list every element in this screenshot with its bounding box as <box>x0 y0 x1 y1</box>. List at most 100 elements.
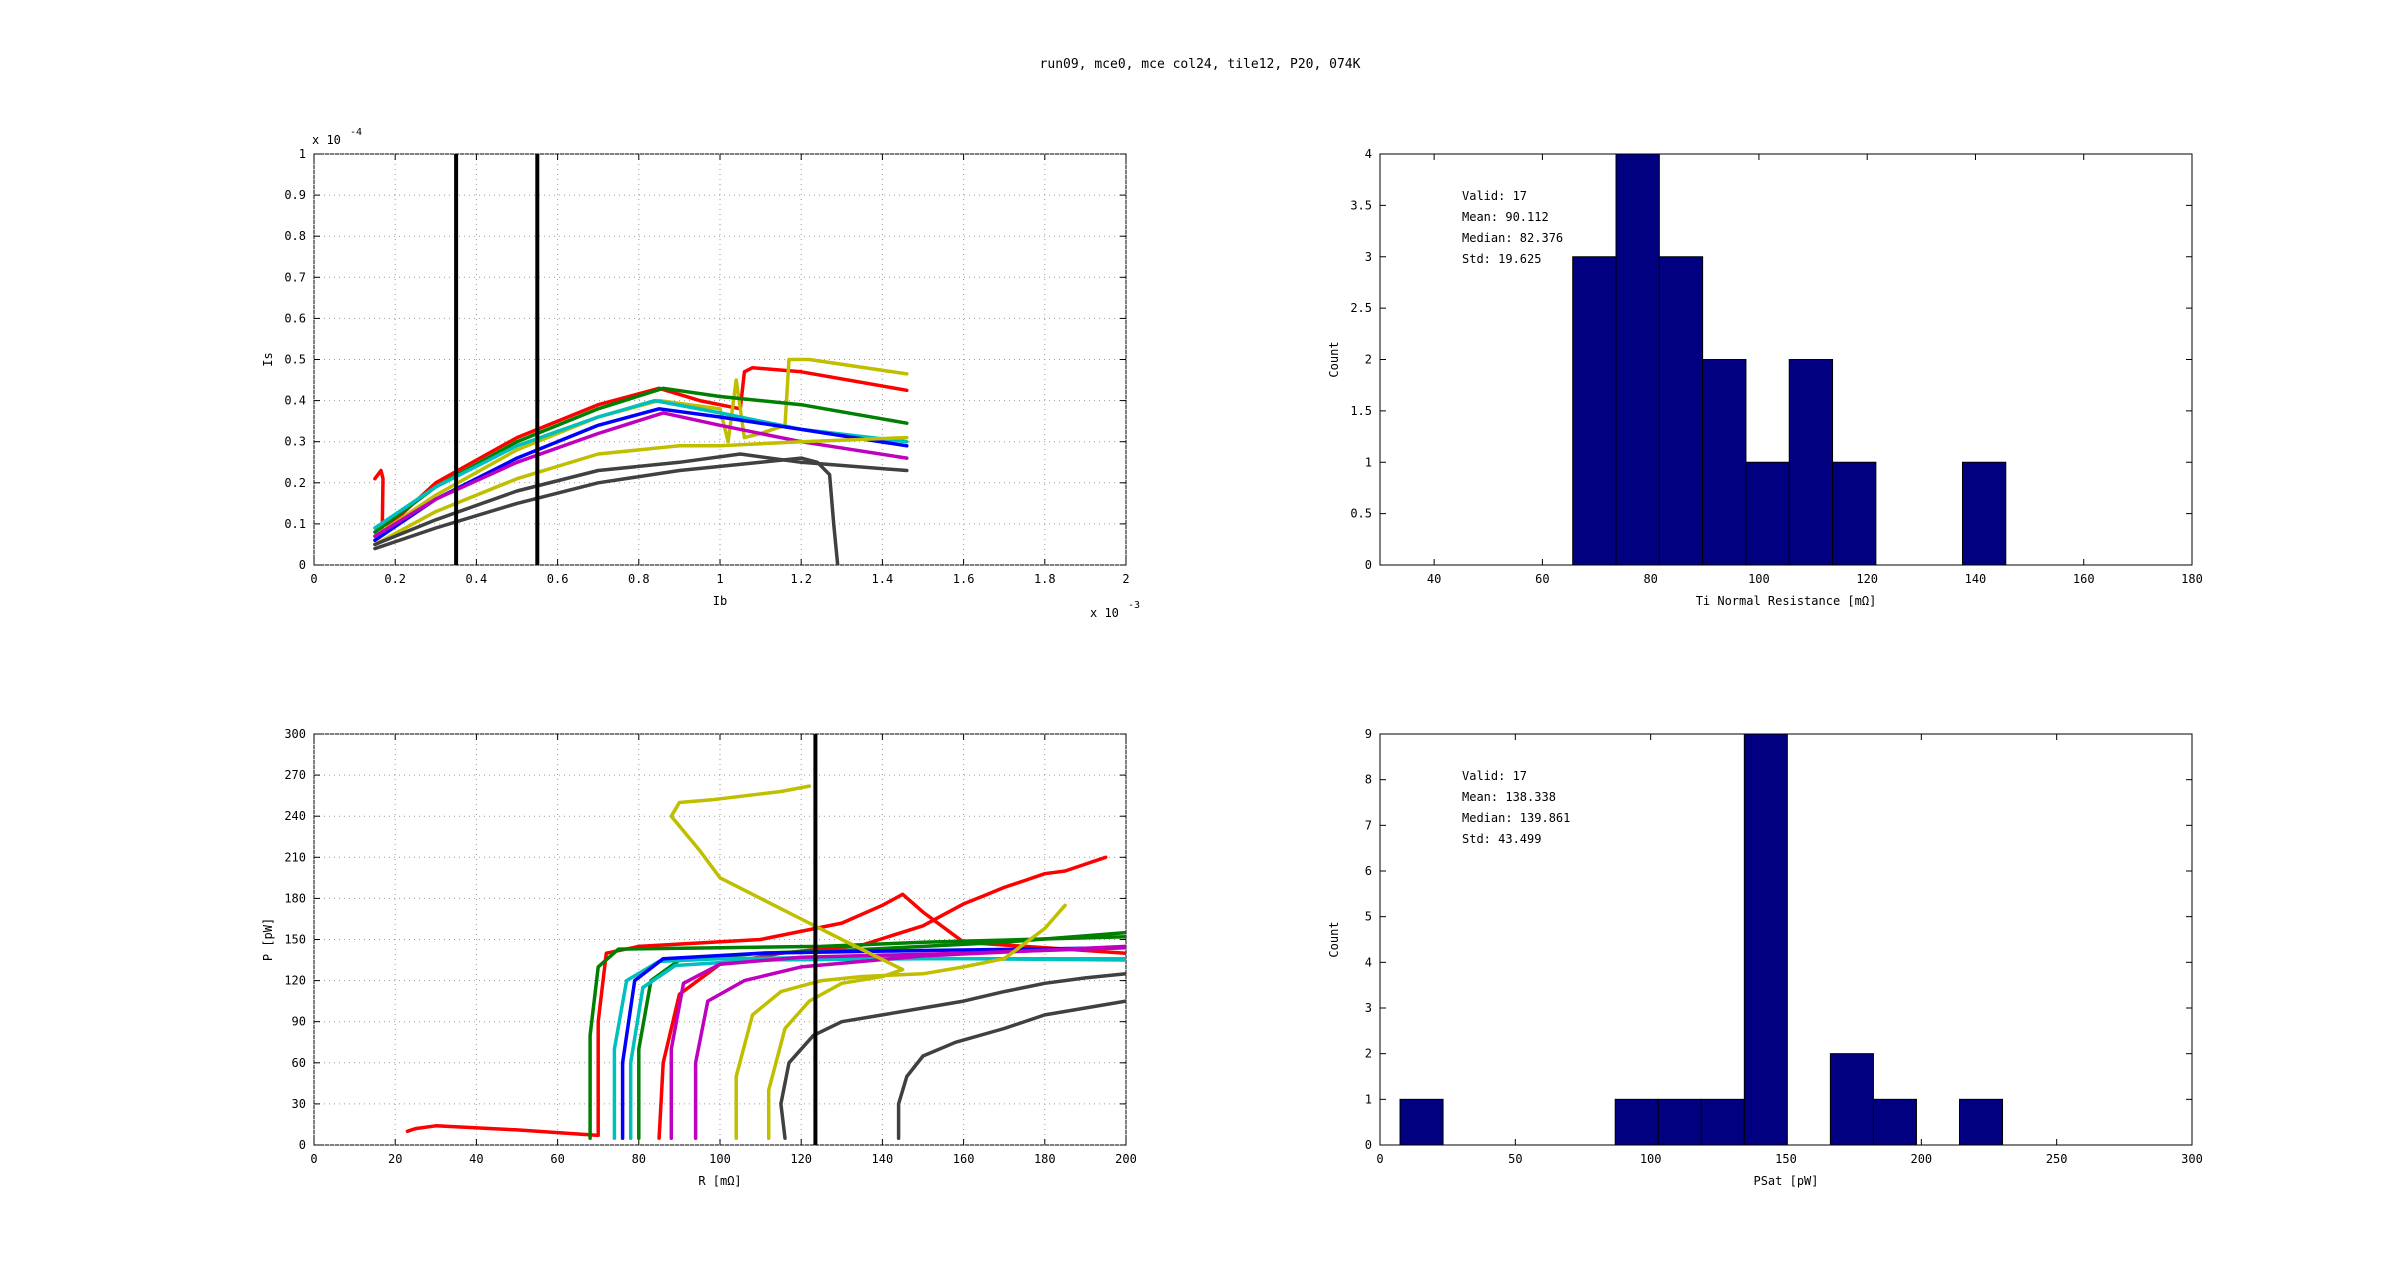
y-tick-label: 240 <box>284 809 306 823</box>
y-tick-label: 4 <box>1365 955 1372 969</box>
y-tick-label: 300 <box>284 727 306 741</box>
x-tick-label: 140 <box>1965 572 1987 586</box>
plot-area <box>1572 154 2007 565</box>
histogram-bar <box>1657 1098 1702 1145</box>
histogram-bar <box>1745 461 1790 565</box>
stats-line: Median: 82.376 <box>1462 231 1563 245</box>
figure-title: run09, mce0, mce col24, tile12, P20, 074… <box>1040 57 1361 72</box>
stats-line: Valid: 17 <box>1462 189 1527 203</box>
y-tick-label: 0.7 <box>284 270 306 284</box>
x-tick-label: 180 <box>1034 1152 1056 1166</box>
y-tick-label: 0.4 <box>284 394 306 408</box>
stats-line: Mean: 138.338 <box>1462 790 1556 804</box>
x-tick-label: 0.8 <box>628 572 650 586</box>
y-tick-label: 0.5 <box>1350 507 1372 521</box>
series-line-1 <box>373 357 909 538</box>
x-tick-label: 1 <box>716 572 723 586</box>
y-tick-label: 9 <box>1365 727 1372 741</box>
histogram-bar <box>1700 1098 1745 1145</box>
series-line-5 <box>628 956 1126 1140</box>
series-line-10 <box>669 784 905 1140</box>
y-tick-label: 6 <box>1365 864 1372 878</box>
stats-line: Std: 19.625 <box>1462 252 1541 266</box>
y-tick-label: 180 <box>284 891 306 905</box>
x-tick-label: 50 <box>1508 1152 1522 1166</box>
y-tick-label: 3.5 <box>1350 198 1372 212</box>
y-tick-label: 90 <box>292 1015 306 1029</box>
x-tick-label: 1.8 <box>1034 572 1056 586</box>
y-tick-label: 0.3 <box>284 435 306 449</box>
y-tick-label: 120 <box>284 974 306 988</box>
x-tick-label: 200 <box>1115 1152 1137 1166</box>
histogram-bar <box>1832 461 1877 565</box>
x-tick-label: 80 <box>632 1152 646 1166</box>
y-tick-label: 0.5 <box>284 353 306 367</box>
y-tick-label: 0 <box>299 1138 306 1152</box>
y-tick-label: 4 <box>1365 147 1372 161</box>
histogram-bar <box>1872 1098 1917 1145</box>
x-axis-label: Ib <box>713 594 727 608</box>
histogram-bar <box>1788 359 1834 565</box>
y-multiplier-exponent: -4 <box>350 127 362 138</box>
y-tick-label: 30 <box>292 1097 306 1111</box>
histogram-bar <box>1399 1098 1444 1145</box>
y-axis-label: P [pW] <box>261 918 275 961</box>
series-line-6 <box>373 435 909 547</box>
y-axis-label: Count <box>1327 921 1341 957</box>
x-tick-label: 40 <box>469 1152 483 1166</box>
series-line-7 <box>373 456 840 565</box>
y-tick-label: 3 <box>1365 1001 1372 1015</box>
histogram-bar <box>1829 1053 1874 1145</box>
x-multiplier-exponent: -3 <box>1128 600 1140 611</box>
y-tick-label: 0.9 <box>284 188 306 202</box>
x-tick-label: 150 <box>1775 1152 1797 1166</box>
y-tick-label: 150 <box>284 933 306 947</box>
x-tick-label: 120 <box>1856 572 1878 586</box>
x-tick-label: 40 <box>1427 572 1441 586</box>
y-tick-label: 0.1 <box>284 517 306 531</box>
series-line-2 <box>588 935 1126 1140</box>
histogram-bar <box>1572 256 1617 565</box>
axes-layer: 0 0.2 0.4 0.6 0.8 1 1.2 1.4 1.6 1.8 200.10.20.30.4… <box>261 127 2203 1188</box>
axes-hist_psat: 0 50 100 150 200 250 300 0 1 2 3 4 5 6 7 8 9 PSat [pW] Cou… <box>1327 727 2203 1188</box>
histogram-bar <box>1702 359 1747 565</box>
x-tick-label: 100 <box>1748 572 1770 586</box>
x-axis-label: Ti Normal Resistance [mΩ] <box>1696 594 1877 608</box>
x-axis-label: PSat [pW] <box>1753 1174 1818 1188</box>
axes-pr: 0 20 40 60 80 100 120 140 160 180 200 0 30 60 90 120 150… <box>261 727 1137 1188</box>
y-tick-label: 1.5 <box>1350 404 1372 418</box>
y-tick-label: 2 <box>1365 353 1372 367</box>
histogram-bar <box>1658 256 1704 565</box>
histogram-bar <box>1615 154 1660 565</box>
series-line-6 <box>620 945 1126 1140</box>
plot-area <box>1399 734 2004 1145</box>
y-tick-label: 0.2 <box>284 476 306 490</box>
series-line-11 <box>779 972 1126 1140</box>
x-tick-label: 20 <box>388 1152 402 1166</box>
histogram-bar <box>1743 734 1788 1145</box>
x-tick-label: 1.2 <box>790 572 812 586</box>
y-tick-label: 1 <box>1365 455 1372 469</box>
series-line-12 <box>896 999 1126 1140</box>
x-tick-label: 160 <box>2073 572 2095 586</box>
y-tick-label: 1 <box>1365 1092 1372 1106</box>
y-tick-label: 60 <box>292 1056 306 1070</box>
x-tick-label: 300 <box>2181 1152 2203 1166</box>
x-tick-label: 0 <box>1376 1152 1383 1166</box>
y-tick-label: 0.8 <box>284 229 306 243</box>
x-tick-label: 0.2 <box>384 572 406 586</box>
series-line-0 <box>373 365 909 534</box>
x-tick-label: 60 <box>1535 572 1549 586</box>
y-multiplier: x 10 <box>312 133 341 147</box>
x-tick-label: 1.4 <box>872 572 894 586</box>
axes-hist_rn: 40 60 80 100 120 140 160 180 0 0.5 1 1.5 2 2.5 3 3.5 4 Ti… <box>1327 147 2203 608</box>
stats-line: Median: 139.861 <box>1462 811 1570 825</box>
x-tick-label: 140 <box>872 1152 894 1166</box>
x-tick-label: 60 <box>550 1152 564 1166</box>
y-tick-label: 1 <box>299 147 306 161</box>
x-tick-label: 100 <box>709 1152 731 1166</box>
y-tick-label: 7 <box>1365 818 1372 832</box>
y-tick-label: 8 <box>1365 773 1372 787</box>
y-tick-label: 0 <box>1365 558 1372 572</box>
